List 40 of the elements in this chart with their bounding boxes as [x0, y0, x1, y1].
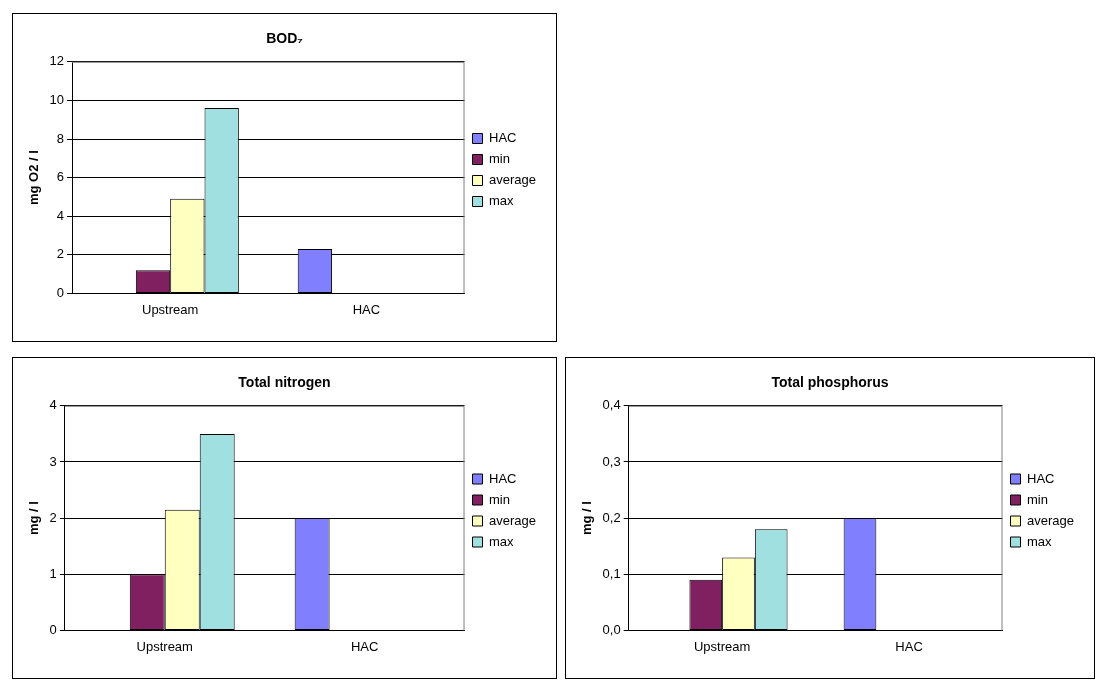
y-tick-label: 0,4	[602, 397, 621, 413]
y-tick-label: 3	[49, 453, 57, 469]
x-tick-label: HAC	[895, 638, 923, 654]
y-tick-label: 6	[56, 169, 65, 185]
y-tick-label: 0	[56, 284, 65, 300]
legend-label: min	[489, 151, 510, 167]
y-tick-label: 0,3	[602, 453, 621, 469]
y-tick-label: 1	[49, 565, 57, 581]
y-tick-label: 2	[56, 246, 65, 262]
y-tick-label: 0,0	[602, 621, 621, 637]
x-tick-label: Upstream	[142, 301, 199, 317]
y-tick-label: 2	[49, 509, 57, 525]
y-tick-label: 0	[49, 621, 57, 637]
x-tick-label: HAC	[350, 638, 379, 654]
x-tick-label: Upstream	[693, 638, 751, 654]
legend-label: HAC	[489, 470, 517, 486]
y-tick-label: 0,1	[602, 565, 621, 581]
y-tick-label: 10	[49, 91, 65, 107]
y-tick-label: 8	[56, 130, 65, 146]
legend-label: min	[489, 491, 510, 507]
y-tick-label: 12	[49, 53, 65, 69]
legend-label: max	[489, 193, 515, 209]
y-tick-label: 4	[56, 207, 65, 223]
x-tick-label: Upstream	[136, 638, 193, 654]
legend-label: min	[1027, 491, 1048, 507]
legend-label: average	[489, 512, 537, 528]
y-axis-title: mg / l	[26, 501, 42, 536]
legend-label: HAC	[489, 130, 517, 146]
legend-label: max	[1027, 533, 1053, 549]
y-axis-title: mg / l	[579, 501, 595, 536]
y-tick-label: 0,2	[602, 509, 621, 525]
y-tick-label: 4	[49, 397, 57, 413]
chart-title: BOD₇	[266, 30, 303, 47]
legend-label: max	[489, 533, 515, 549]
legend-label: average	[489, 172, 537, 188]
legend-label: HAC	[1027, 470, 1055, 486]
chart-title: Total nitrogen	[238, 374, 331, 391]
y-axis-title: mg O2 / l	[26, 150, 42, 206]
legend-label: average	[1027, 512, 1075, 528]
chart-title: Total phosphorus	[771, 374, 889, 391]
